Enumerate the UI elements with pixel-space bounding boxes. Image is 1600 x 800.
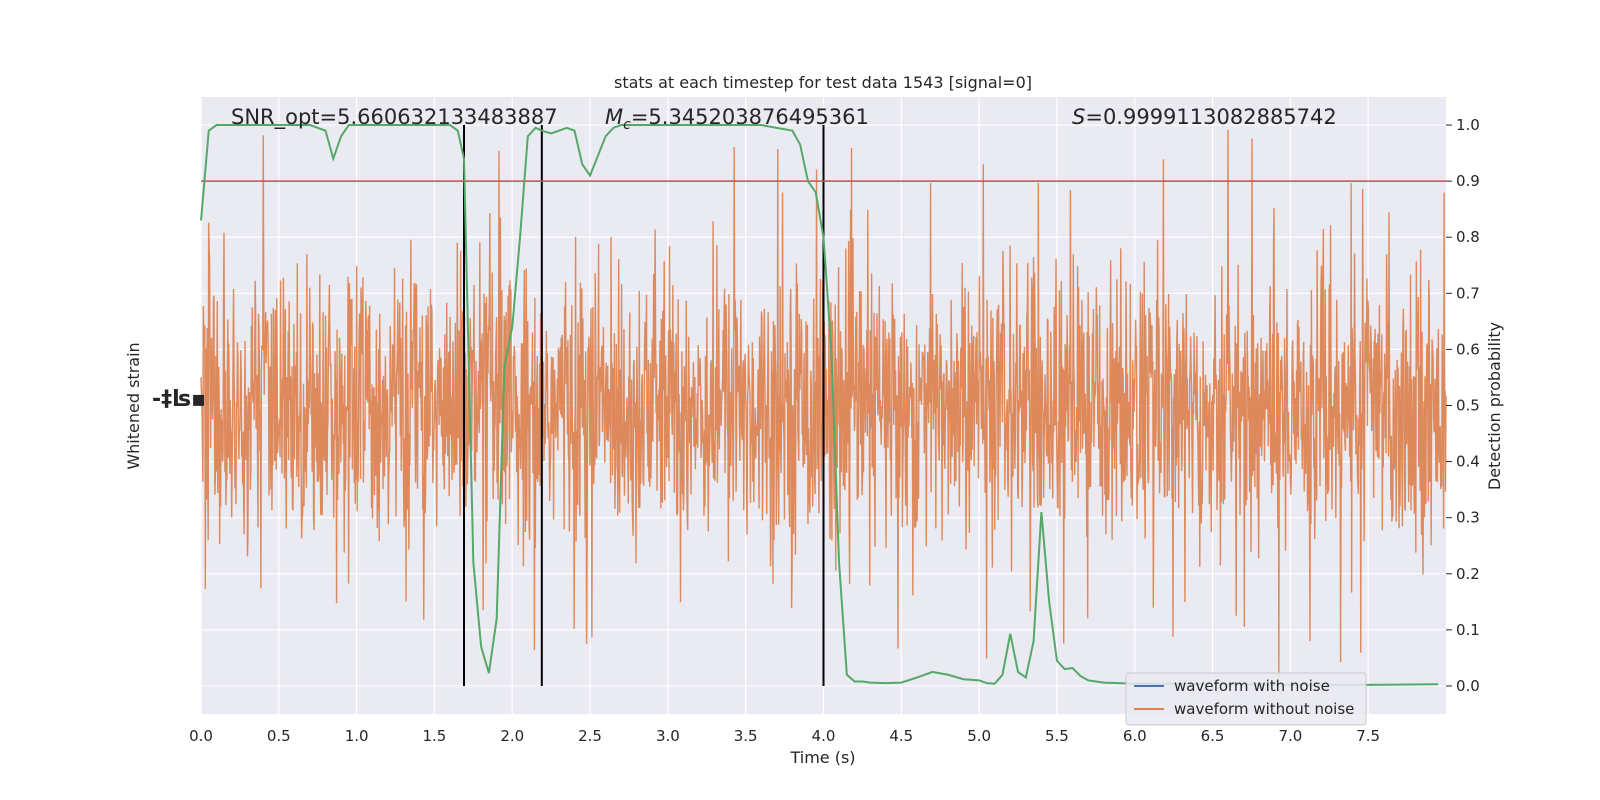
x-tick-label: 3.5 (734, 727, 758, 745)
detection-probability-line (200, 124, 1439, 686)
s-value: =0.9999113082885742 (1085, 105, 1336, 129)
y-tick-label: 0.4 (1456, 453, 1480, 471)
x-tick-labels: 0.0 0.5 1.0 1.5 2.0 2.5 3.0 3.5 4.0 4.5 5.0 5.5 6.0 6… (189, 727, 1380, 745)
x-tick-label: 4.5 (889, 727, 913, 745)
y-tick-labels-right: 0.0 0.1 0.2 0.3 0.4 0.5 0.6 0.7 0.8 0.9 1.0 (1446, 116, 1480, 695)
y-tick-label: 0.9 (1456, 172, 1480, 190)
y-tick-label: 0.0 (1456, 677, 1480, 695)
y-tick-label: 0.1 (1456, 621, 1480, 639)
probability-path (200, 124, 1439, 686)
s-annotation: S=0.9999113082885742 (1072, 105, 1337, 129)
y-axis-label-right: Detection probability (1485, 322, 1504, 490)
x-tick-label: 1.5 (423, 727, 447, 745)
mc-value: =5.345203876495361 (631, 105, 869, 129)
left-overlapped-tick-labels: -‡ʪ▪ (152, 387, 206, 412)
s-symbol: S (1072, 105, 1085, 129)
vertical-markers (463, 125, 825, 686)
x-tick-label: 0.5 (267, 727, 291, 745)
x-tick-label: 2.5 (578, 727, 602, 745)
mc-subscript: c (623, 117, 631, 133)
x-tick-label: 4.0 (812, 727, 836, 745)
x-tick-label: 5.0 (967, 727, 991, 745)
chart-title: stats at each timestep for test data 154… (614, 73, 1032, 92)
legend-label-without-noise: waveform without noise (1174, 700, 1354, 718)
legend-box (1125, 672, 1367, 726)
x-tick-label: 6.5 (1201, 727, 1225, 745)
y-tick-label: 0.8 (1456, 228, 1480, 246)
legend-label-with-noise: waveform with noise (1174, 677, 1330, 695)
x-tick-label: 1.0 (345, 727, 369, 745)
x-tick-label: 0.0 (189, 727, 213, 745)
x-tick-label: 6.0 (1123, 727, 1147, 745)
y-tick-label: 0.7 (1456, 284, 1480, 302)
x-axis-label: Time (s) (789, 748, 855, 767)
y-axis-label-left: Whitened strain (124, 342, 143, 469)
x-tick-label: 7.5 (1356, 727, 1380, 745)
y-tick-label: 0.6 (1456, 340, 1480, 358)
x-tick-label: 7.0 (1278, 727, 1302, 745)
x-tick-label: 3.0 (656, 727, 680, 745)
y-tick-label: 1.0 (1456, 116, 1480, 134)
chirp-mass-annotation: Mc=5.345203876495361 (605, 105, 869, 133)
x-tick-label: 5.5 (1045, 727, 1069, 745)
y-tick-label: 0.2 (1456, 565, 1480, 583)
y-tick-label: 0.5 (1456, 397, 1480, 415)
x-tick-label: 2.0 (500, 727, 524, 745)
mc-symbol: M (605, 105, 623, 129)
y-tick-label: 0.3 (1456, 509, 1480, 527)
legend: waveform with noise waveform without noi… (1125, 672, 1367, 726)
snr-annotation: SNR_opt=5.660632133483887 (231, 105, 558, 130)
